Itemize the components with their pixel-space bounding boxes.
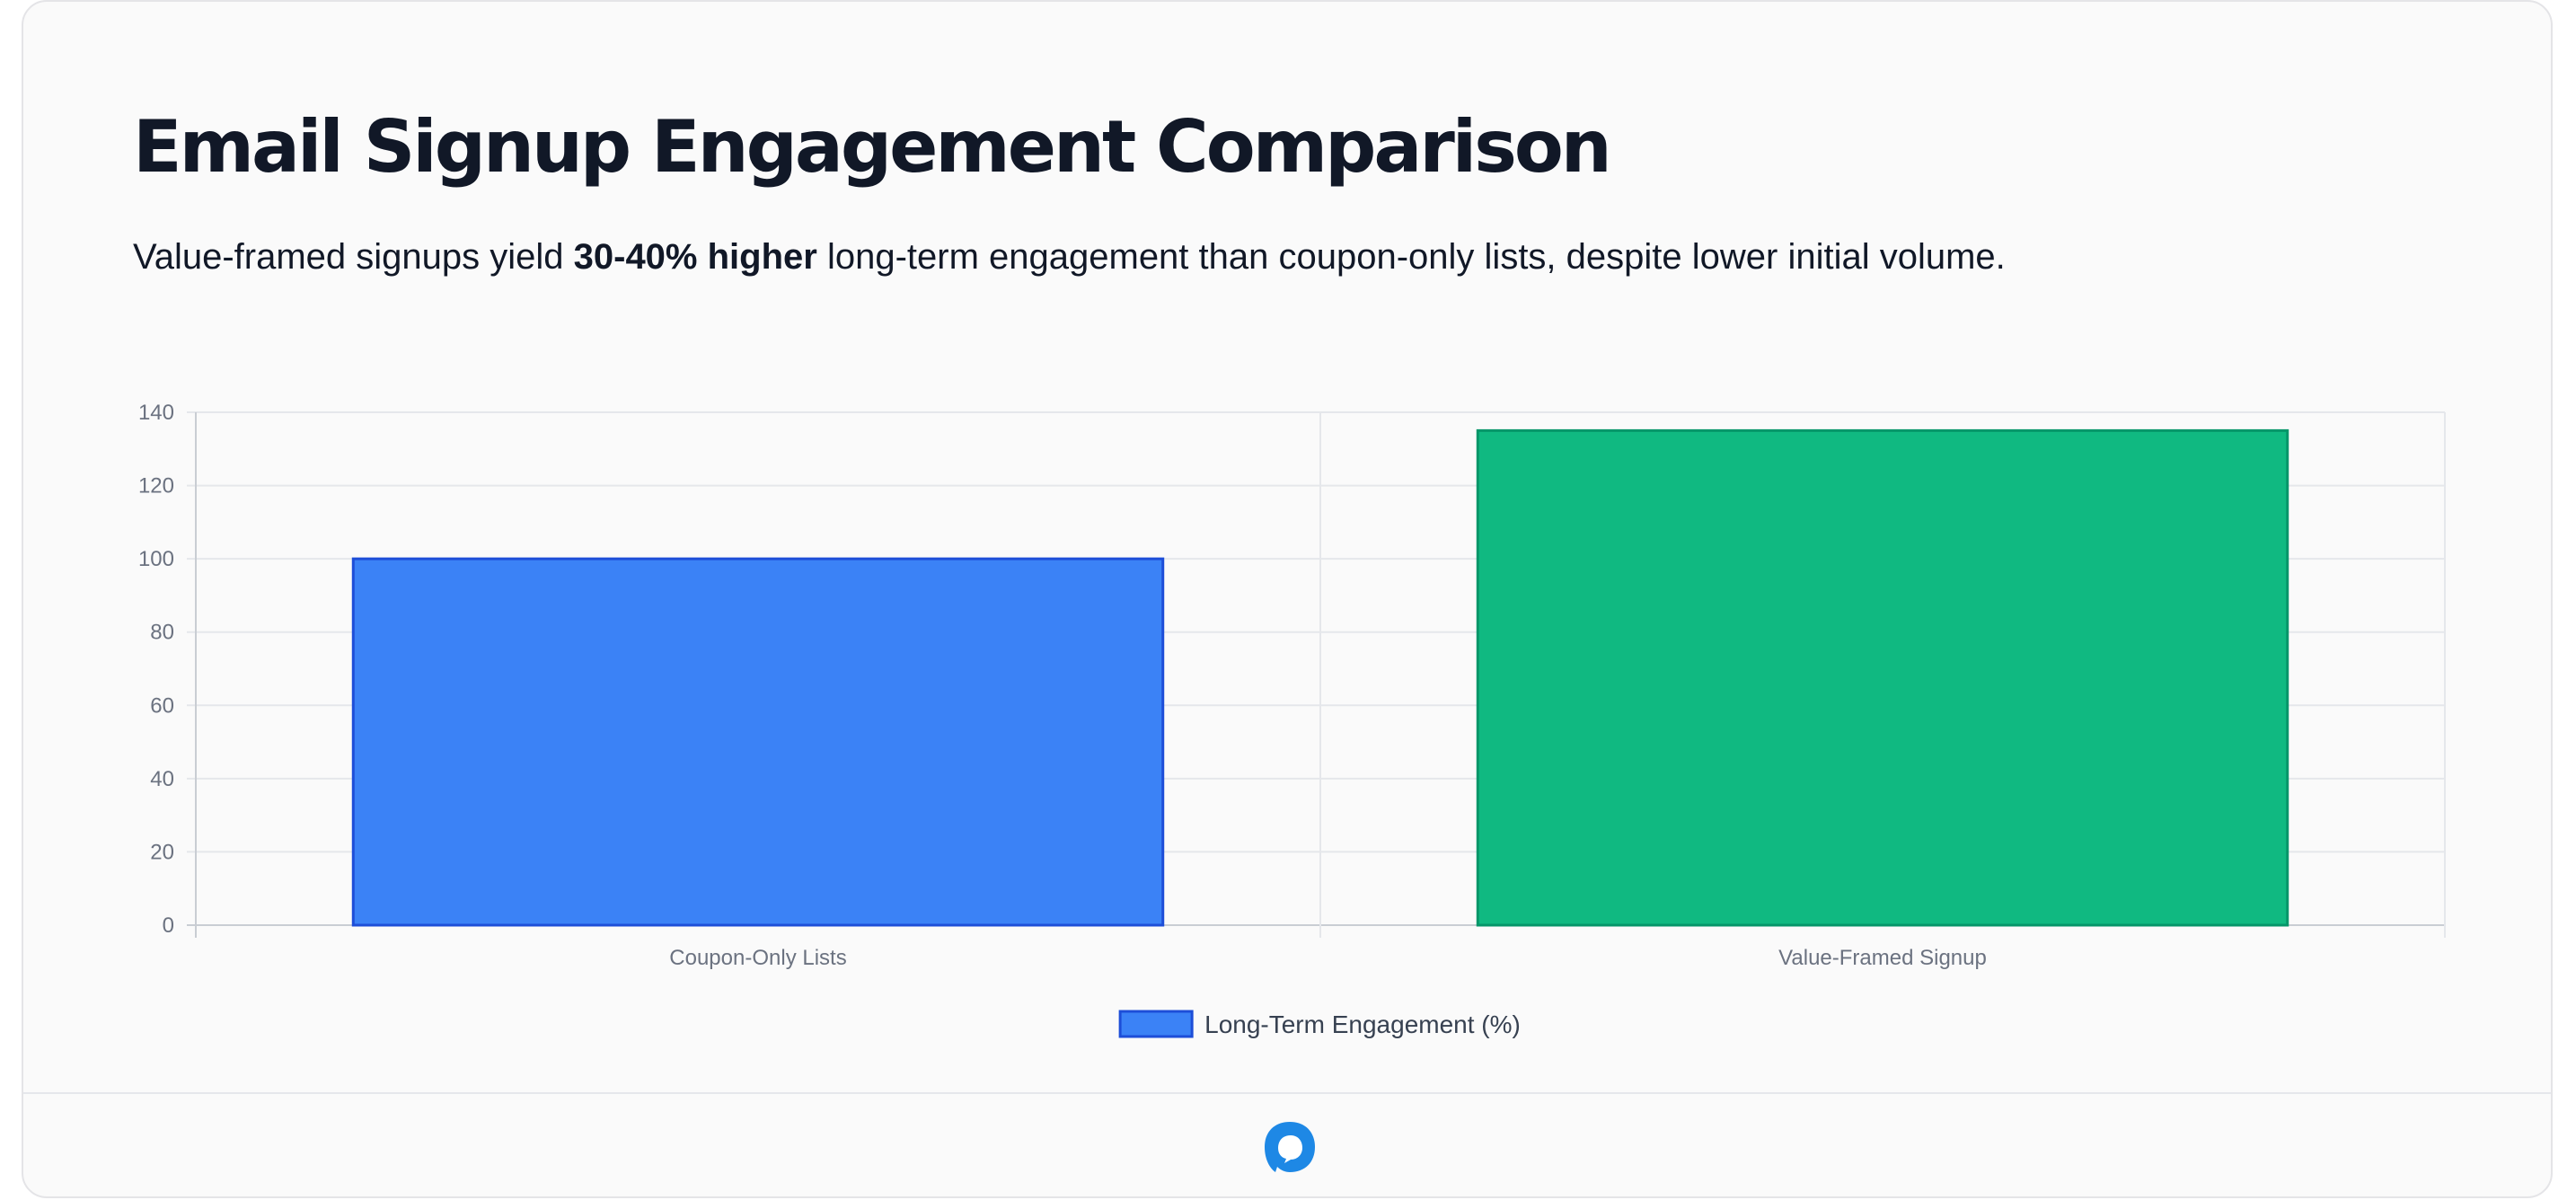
bar-0 xyxy=(351,557,1165,927)
y-tick-label: 100 xyxy=(138,547,174,571)
page-subtitle: Value-framed signups yield 30-40% higher… xyxy=(133,235,2006,278)
page-title: Email Signup Engagement Comparison xyxy=(133,105,1612,189)
y-tick-label: 0 xyxy=(163,913,174,938)
subtitle-highlight: 30-40% higher xyxy=(573,237,817,277)
y-tick-label: 60 xyxy=(150,693,174,718)
legend-label: Long-Term Engagement (%) xyxy=(1204,1010,1521,1038)
subtitle-text-end: long-term engagement than coupon-only li… xyxy=(816,237,2006,277)
y-tick-label: 80 xyxy=(150,621,174,645)
y-tick-label: 20 xyxy=(150,840,174,864)
y-tick-label: 40 xyxy=(150,767,174,791)
chat-bubble-icon xyxy=(1265,1122,1315,1172)
bar-1 xyxy=(1476,428,2289,927)
footer-divider xyxy=(23,1092,2551,1094)
chart-card: Email Signup Engagement Comparison Value… xyxy=(22,0,2553,1198)
x-tick-label: Value-Framed Signup xyxy=(1778,946,1987,970)
legend-swatch xyxy=(1118,1010,1194,1038)
bar-chart: 0 20 40 60 80 100 120 140 Coupon-Only Lists Value… xyxy=(138,401,2446,1038)
subtitle-text-start: Value-framed signups yield xyxy=(133,237,574,277)
y-tick-label: 140 xyxy=(138,401,174,425)
y-tick-label: 120 xyxy=(138,474,174,499)
x-tick-label: Coupon-Only Lists xyxy=(669,946,846,970)
